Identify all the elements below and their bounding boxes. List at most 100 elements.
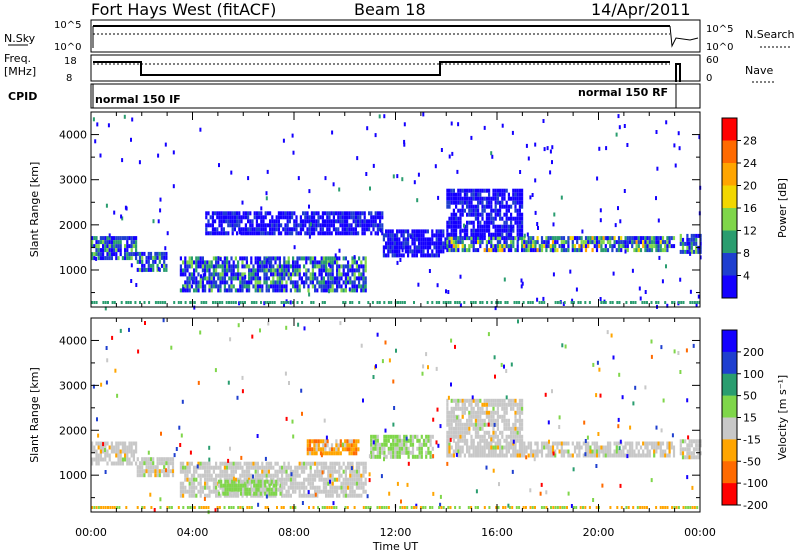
data-cell: [411, 450, 415, 455]
data-cell: [389, 249, 392, 254]
data-cell: [496, 208, 499, 213]
data-cell: [655, 449, 658, 454]
data-cell: [466, 398, 469, 403]
data-cell: [338, 272, 341, 277]
data-cell: [540, 445, 544, 450]
noise-cell: [399, 258, 402, 262]
data-cell: [562, 441, 566, 446]
noise-cell: [173, 453, 176, 458]
data-cell: [352, 231, 355, 236]
data-cell: [468, 398, 471, 403]
data-cell: [666, 244, 669, 249]
data-cell: [494, 200, 497, 205]
data-cell: [206, 473, 209, 478]
data-cell: [501, 232, 504, 237]
data-cell: [314, 272, 317, 277]
noise-cell: [660, 345, 663, 350]
strip-cell: [401, 301, 404, 304]
data-cell: [250, 487, 254, 492]
strip-cell: [107, 301, 109, 304]
data-cell: [398, 450, 401, 455]
data-cell: [514, 188, 517, 193]
data-cell: [516, 196, 519, 201]
noise-cell: [374, 133, 377, 138]
strip-cell: [365, 506, 367, 509]
noise-cell: [421, 371, 424, 376]
data-cell: [679, 241, 682, 246]
data-cell: [472, 426, 475, 431]
data-cell: [514, 216, 517, 221]
noise-cell: [314, 492, 317, 497]
data-cell: [492, 402, 495, 407]
noise-cell: [107, 123, 110, 128]
data-cell: [254, 256, 257, 261]
data-cell: [309, 280, 312, 285]
data-cell: [362, 465, 365, 470]
data-cell: [404, 241, 407, 246]
data-cell: [344, 465, 347, 470]
data-cell: [264, 215, 267, 220]
noise-cell: [252, 474, 254, 479]
data-cell: [248, 469, 251, 474]
data-cell: [149, 263, 153, 268]
strip-cell: [205, 301, 208, 304]
data-cell: [635, 441, 638, 446]
data-cell: [567, 244, 570, 249]
data-cell: [171, 473, 175, 478]
data-cell: [415, 233, 418, 238]
data-cell: [295, 227, 298, 232]
data-cell: [256, 280, 259, 285]
data-cell: [400, 450, 404, 455]
data-cell: [461, 188, 464, 193]
noise-cell: [505, 395, 508, 400]
data-cell: [141, 457, 144, 462]
data-cell: [158, 457, 161, 462]
data-cell: [426, 237, 429, 242]
data-cell: [117, 256, 120, 261]
data-cell: [657, 236, 660, 241]
data-cell: [265, 276, 268, 281]
strip-cell: [390, 301, 393, 304]
data-cell: [360, 264, 363, 269]
data-cell: [666, 240, 669, 245]
data-cell: [452, 232, 455, 237]
data-cell: [143, 461, 146, 466]
data-cell: [343, 211, 346, 216]
data-cell: [102, 457, 105, 462]
strip-cell: [383, 506, 386, 509]
strip-cell: [538, 301, 541, 304]
data-cell: [394, 442, 397, 447]
data-cell: [195, 288, 198, 293]
data-cell: [396, 249, 399, 254]
data-cell: [518, 418, 521, 423]
noise-cell: [131, 117, 134, 122]
data-cell: [648, 244, 651, 249]
data-cell: [270, 256, 273, 261]
noise-cell: [511, 130, 514, 135]
strip-cell: [276, 506, 278, 509]
data-cell: [389, 442, 393, 447]
data-cell: [215, 485, 218, 490]
data-cell: [461, 406, 464, 411]
data-cell: [368, 219, 371, 224]
data-cell: [510, 445, 513, 450]
data-cell: [250, 256, 253, 261]
data-cell: [97, 252, 100, 257]
data-cell: [182, 493, 185, 498]
data-cell: [699, 241, 702, 246]
data-cell: [578, 453, 581, 458]
data-cell: [479, 212, 482, 217]
data-cell: [184, 256, 187, 261]
data-cell: [479, 414, 482, 419]
data-cell: [359, 219, 362, 224]
data-cell: [266, 223, 269, 228]
data-cell: [218, 219, 221, 224]
strip-cell: [561, 506, 564, 509]
data-cell: [201, 284, 204, 289]
noise-cell: [119, 328, 122, 333]
data-cell: [499, 398, 502, 403]
data-cell: [431, 434, 434, 439]
data-cell: [470, 422, 473, 427]
noise-cell: [199, 330, 202, 335]
data-cell: [314, 489, 317, 494]
